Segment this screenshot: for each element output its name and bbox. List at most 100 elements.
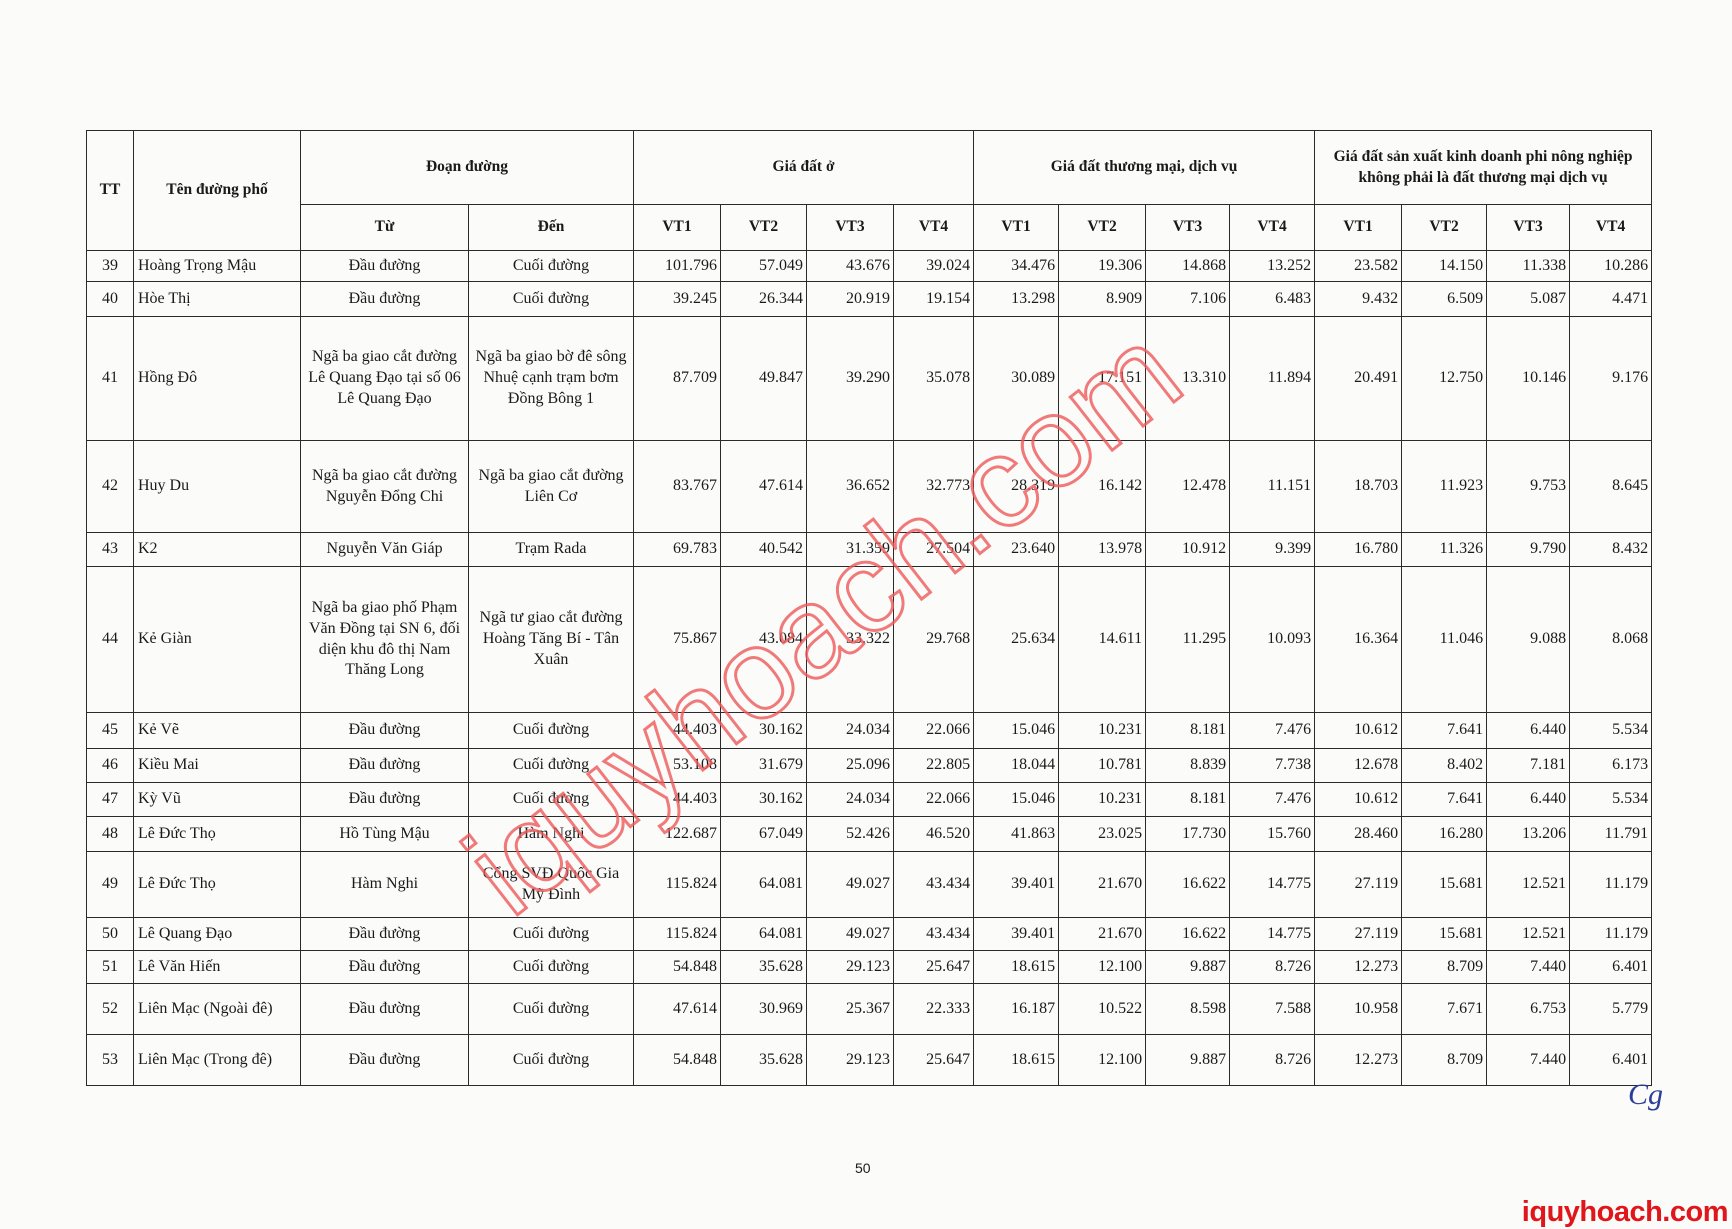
price-cell: 8.181 [1145, 782, 1231, 817]
row-number: 46 [86, 748, 134, 783]
street-name: Liên Mạc (Ngoài đê) [133, 983, 301, 1035]
price-cell: 22.066 [893, 782, 975, 817]
street-name: Kẻ Vẽ [133, 712, 301, 749]
street-name: Lê Đức Thọ [133, 816, 301, 852]
row-number: 53 [86, 1034, 134, 1086]
price-cell: 12.521 [1486, 851, 1571, 918]
table-row: 44 Kẻ Giàn Ngã ba giao phố Phạm Văn Đồng t… [86, 566, 1653, 713]
row-number: 51 [86, 950, 134, 984]
price-cell: 32.773 [893, 440, 975, 533]
price-cell: 5.087 [1486, 281, 1571, 317]
price-cell: 12.273 [1314, 950, 1403, 984]
price-cell: 6.509 [1401, 281, 1488, 317]
row-number: 49 [86, 851, 134, 918]
price-cell: 21.670 [1058, 917, 1147, 951]
row-number: 50 [86, 917, 134, 951]
price-cell: 29.768 [893, 566, 975, 713]
price-cell: 15.046 [973, 782, 1060, 817]
price-cell: 16.187 [973, 983, 1060, 1035]
street-name: Lê Đức Thọ [133, 851, 301, 918]
price-cell: 30.162 [720, 712, 808, 749]
street-name: Hoàng Trọng Mậu [133, 250, 301, 282]
row-number: 44 [86, 566, 134, 713]
price-cell: 10.612 [1314, 782, 1403, 817]
header-position: VT2 [1058, 204, 1147, 251]
street-name: K2 [133, 532, 301, 567]
segment-to: Cuối đường [467, 1034, 635, 1086]
price-cell: 27.504 [893, 532, 975, 567]
price-cell: 15.681 [1401, 917, 1488, 951]
price-cell: 16.780 [1314, 532, 1403, 567]
price-cell: 15.760 [1229, 816, 1316, 852]
price-cell: 14.775 [1229, 917, 1316, 951]
price-cell: 11.179 [1569, 851, 1653, 918]
price-cell: 20.491 [1314, 316, 1403, 441]
header-position: VT2 [720, 204, 808, 251]
price-cell: 8.709 [1401, 950, 1488, 984]
price-cell: 27.119 [1314, 917, 1403, 951]
row-number: 48 [86, 816, 134, 852]
land-price-table: TT Tên đường phố Đoạn đường Giá đất ở Gi… [86, 130, 1653, 1086]
price-cell: 18.615 [973, 950, 1060, 984]
price-cell: 15.681 [1401, 851, 1488, 918]
header-street: Tên đường phố [133, 130, 301, 251]
price-cell: 87.709 [633, 316, 722, 441]
price-cell: 64.081 [720, 917, 808, 951]
table-row: 46 Kiều Mai Đầu đường Cuối đường 53.108 31.67… [86, 748, 1653, 783]
price-cell: 11.923 [1401, 440, 1488, 533]
price-cell: 122.687 [633, 816, 722, 852]
segment-from: Đầu đường [300, 712, 469, 749]
brand-watermark: iquyhoach.com [1521, 1196, 1729, 1228]
price-cell: 7.588 [1229, 983, 1316, 1035]
price-cell: 7.440 [1486, 1034, 1571, 1086]
price-cell: 5.534 [1569, 712, 1653, 749]
segment-from: Ngã ba giao cắt đường Lê Quang Đạo tại s… [300, 316, 469, 441]
price-cell: 39.024 [893, 250, 975, 282]
price-cell: 7.440 [1486, 950, 1571, 984]
price-cell: 9.399 [1229, 532, 1316, 567]
price-cell: 11.326 [1401, 532, 1488, 567]
segment-to: Cuối đường [467, 250, 635, 282]
table-row: 50 Lê Quang Đạo Đầu đường Cuối đường 115.824… [86, 917, 1653, 951]
header-position: VT4 [893, 204, 975, 251]
price-cell: 13.252 [1229, 250, 1316, 282]
price-cell: 39.401 [973, 917, 1060, 951]
price-cell: 7.106 [1145, 281, 1231, 317]
segment-to: Hàm Nghi [467, 816, 635, 852]
price-cell: 16.142 [1058, 440, 1147, 533]
price-cell: 7.181 [1486, 748, 1571, 783]
price-cell: 8.645 [1569, 440, 1653, 533]
price-cell: 75.867 [633, 566, 722, 713]
street-name: Liên Mạc (Trong đê) [133, 1034, 301, 1086]
header-position: VT2 [1401, 204, 1488, 251]
price-cell: 6.401 [1569, 950, 1653, 984]
price-cell: 6.401 [1569, 1034, 1653, 1086]
segment-to: Cuối đường [467, 983, 635, 1035]
price-cell: 8.909 [1058, 281, 1147, 317]
price-cell: 24.034 [806, 712, 895, 749]
price-cell: 101.796 [633, 250, 722, 282]
price-cell: 18.703 [1314, 440, 1403, 533]
row-number: 52 [86, 983, 134, 1035]
price-cell: 6.440 [1486, 782, 1571, 817]
header-position: VT3 [1486, 204, 1571, 251]
price-cell: 67.049 [720, 816, 808, 852]
price-cell: 14.868 [1145, 250, 1231, 282]
price-cell: 54.848 [633, 1034, 722, 1086]
street-name: Kỳ Vũ [133, 782, 301, 817]
segment-to: Trạm Rada [467, 532, 635, 567]
price-cell: 13.206 [1486, 816, 1571, 852]
row-number: 40 [86, 281, 134, 317]
header-position: VT1 [973, 204, 1060, 251]
price-cell: 30.969 [720, 983, 808, 1035]
segment-to: Cuối đường [467, 950, 635, 984]
price-cell: 7.738 [1229, 748, 1316, 783]
price-cell: 9.753 [1486, 440, 1571, 533]
price-cell: 4.471 [1569, 281, 1653, 317]
table-row: 52 Liên Mạc (Ngoài đê) Đầu đường Cuối đường… [86, 983, 1653, 1035]
price-cell: 31.679 [720, 748, 808, 783]
segment-from: Đầu đường [300, 1034, 469, 1086]
street-name: Kẻ Giàn [133, 566, 301, 713]
price-cell: 10.612 [1314, 712, 1403, 749]
price-cell: 14.775 [1229, 851, 1316, 918]
